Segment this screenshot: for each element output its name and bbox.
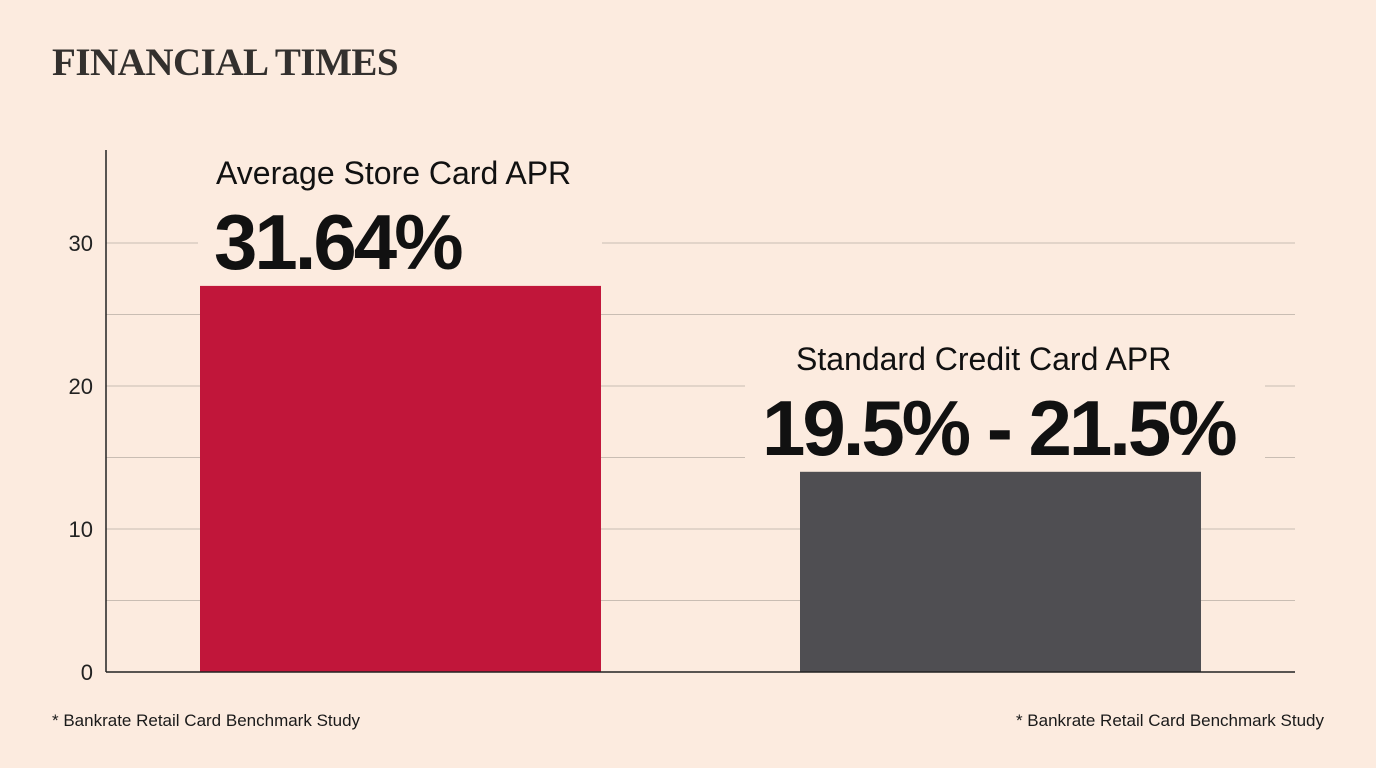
- source-footnote-left: * Bankrate Retail Card Benchmark Study: [52, 711, 361, 730]
- y-tick-label-10: 10: [69, 517, 93, 542]
- data-label-1: 19.5% - 21.5%: [762, 384, 1236, 472]
- category-label-1: Standard Credit Card APR: [796, 341, 1171, 377]
- data-label-0: 31.64%: [214, 198, 462, 286]
- category-label-0: Average Store Card APR: [216, 155, 571, 191]
- y-tick-label-20: 20: [69, 374, 93, 399]
- label-backdrop-0: [198, 160, 602, 285]
- y-tick-label-0: 0: [81, 660, 93, 685]
- bar-store-card: [200, 285, 601, 672]
- y-axis-ticks: 0 10 20 30: [69, 231, 93, 685]
- y-tick-label-30: 30: [69, 231, 93, 256]
- label-backdrop-1: [745, 346, 1265, 471]
- masthead-logo: FINANCIAL TIMES: [52, 41, 399, 84]
- axes: [105, 150, 1295, 673]
- source-footnote-right: * Bankrate Retail Card Benchmark Study: [1015, 711, 1324, 730]
- bars: [200, 285, 1201, 672]
- bar-credit-card: [800, 471, 1201, 672]
- bar-labels: Average Store Card APR 31.64% Standard Cre…: [198, 155, 1265, 472]
